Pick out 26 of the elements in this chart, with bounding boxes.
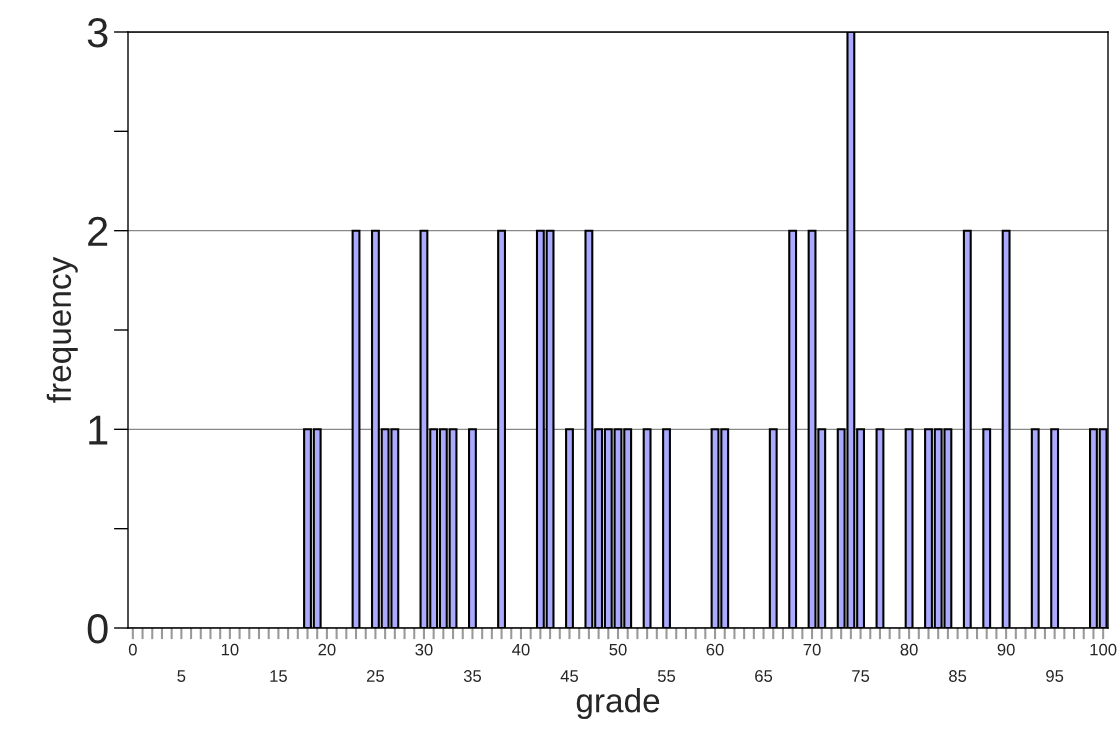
x-tick-label: 40 [512,643,530,656]
x-tick-label: 45 [560,670,579,682]
x-tick-label: 35 [463,670,482,682]
x-tick-label: 55 [657,670,676,682]
x-tick-label: 85 [949,670,967,682]
x-tick-label: 50 [609,643,627,656]
x-tick-label: 20 [318,643,336,656]
y-axis-title: frequency [46,256,78,403]
y-tick-label: 3 [87,18,108,48]
x-tick-label: 75 [852,670,870,682]
x-tick-label: 60 [706,643,724,656]
y-tick-label: 1 [89,415,108,445]
x-tick-label: 65 [755,670,773,682]
x-tick-label: 95 [1046,670,1064,682]
x-tick-label: 15 [270,670,287,682]
x-tick-label: 100 [1090,643,1117,656]
x-axis-title: grade [576,688,660,720]
x-tick-label: 0 [128,643,137,656]
x-tick-label: 25 [367,670,384,682]
x-tick-label: 70 [803,643,821,656]
x-tick-label: 90 [997,643,1015,656]
x-tick-label: 10 [221,643,239,656]
x-tick-label: 5 [177,670,186,682]
y-tick-label: 2 [88,216,108,246]
x-tick-label: 80 [900,643,918,656]
x-tick-label: 30 [415,643,433,656]
